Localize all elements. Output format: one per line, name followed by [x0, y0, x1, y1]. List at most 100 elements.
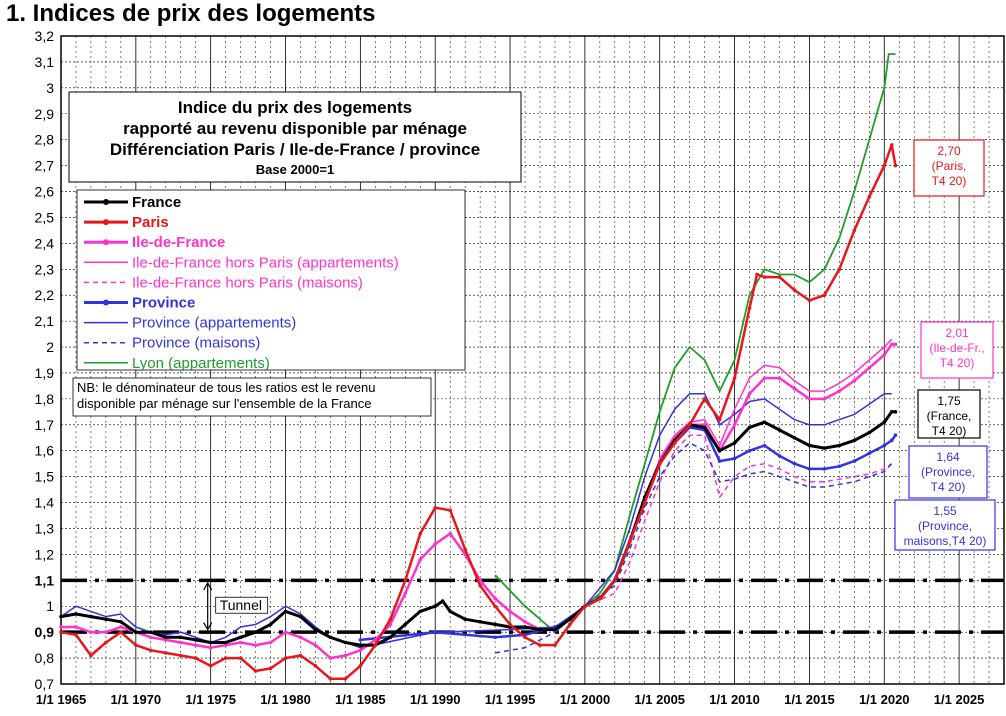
- data-point: [149, 635, 153, 640]
- data-point: [508, 609, 512, 614]
- data-point: [598, 596, 602, 601]
- data-point: [104, 630, 108, 634]
- info-box-base: Base 2000=1: [256, 162, 334, 177]
- data-point: [433, 630, 438, 634]
- y-tick-label: 2,8: [35, 132, 55, 148]
- data-point: [193, 638, 198, 642]
- data-point: [433, 604, 438, 609]
- y-tick-label: 2,5: [35, 209, 55, 225]
- data-point: [59, 630, 63, 634]
- data-point: [837, 267, 842, 272]
- callouts: 2,70(Paris,T4 20)2,01(Ile-de-Fr.,T4 20)1…: [894, 139, 996, 551]
- data-point: [687, 423, 692, 427]
- data-point: [493, 635, 497, 640]
- series-line: [659, 338, 893, 459]
- callout-line: T4 20): [931, 480, 966, 494]
- legend-marker: [103, 299, 109, 306]
- data-point: [852, 459, 857, 463]
- data-point: [163, 635, 168, 640]
- data-point: [463, 547, 467, 552]
- series-line: [494, 442, 893, 654]
- tunnel-arrow-head: [203, 581, 213, 591]
- data-point: [568, 617, 572, 621]
- data-point: [732, 456, 737, 461]
- tunnel-arrow-head: [203, 622, 213, 631]
- info-box: Indice du prix des logements rapporté au …: [68, 91, 522, 183]
- data-point: [134, 630, 138, 634]
- data-point: [238, 656, 243, 660]
- data-point: [149, 630, 153, 634]
- note-box: NB: le dénominateur de tous les ratios e…: [72, 377, 432, 417]
- y-tick-label: 1,6: [35, 443, 55, 459]
- data-point: [328, 635, 333, 640]
- legend-marker: [103, 199, 109, 205]
- data-point: [178, 635, 183, 640]
- data-point: [298, 635, 303, 640]
- data-point: [119, 625, 123, 629]
- data-point: [403, 591, 408, 596]
- data-point: [702, 425, 707, 430]
- x-tick-label: 1/1 2020: [859, 692, 910, 707]
- legend-entry: France: [132, 194, 181, 211]
- data-point: [568, 622, 572, 627]
- data-point: [732, 441, 737, 445]
- data-point: [328, 677, 333, 681]
- data-point: [893, 342, 898, 347]
- data-point: [493, 596, 497, 601]
- callout-line: (Paris,: [932, 159, 967, 173]
- callout-line: T4 20): [932, 424, 967, 438]
- data-point: [358, 643, 363, 647]
- data-point: [852, 378, 857, 383]
- data-point: [882, 420, 887, 425]
- data-point: [792, 461, 797, 466]
- data-point: [478, 583, 482, 588]
- data-point: [523, 619, 527, 624]
- legend-entry: Lyon (appartements): [132, 355, 270, 372]
- data-point: [388, 622, 393, 627]
- y-tick-label: 0,7: [35, 676, 55, 692]
- data-point: [253, 669, 258, 673]
- series-line: [60, 392, 892, 649]
- data-point: [448, 609, 452, 614]
- data-point: [613, 578, 617, 583]
- x-tick-label: 1/1 1985: [335, 692, 386, 707]
- y-tick-label: 2,3: [35, 261, 55, 277]
- data-point: [119, 619, 123, 624]
- x-tick-label: 1/1 1995: [485, 692, 536, 707]
- callout-line: 1,55: [933, 504, 957, 518]
- data-point: [702, 397, 707, 401]
- data-point: [313, 664, 318, 668]
- page-title: 1. Indices de prix des logements: [6, 0, 376, 27]
- callout-box: [920, 321, 994, 379]
- series-group: [59, 53, 898, 681]
- data-point: [343, 653, 348, 658]
- data-point: [208, 645, 213, 650]
- info-box-title: rapporté au revenu disponible par ménage: [123, 119, 467, 138]
- data-point: [418, 531, 423, 536]
- legend-entry: Ile-de-France: [132, 234, 225, 251]
- data-point: [59, 625, 63, 629]
- data-point: [253, 630, 258, 634]
- x-tick-label: 1/1 2025: [934, 692, 985, 707]
- y-axis-ticks: 0,7 0,8 0,9 1 1,1 1,2 1,3 1,4 1,5 1,6 1,7 1,8 1,9 2 2,…: [35, 28, 55, 692]
- data-point: [762, 420, 767, 425]
- data-point: [163, 651, 168, 655]
- data-point: [747, 448, 752, 453]
- data-point: [807, 443, 812, 448]
- data-point: [440, 599, 445, 603]
- data-point: [882, 163, 887, 168]
- data-point: [253, 643, 258, 647]
- info-box-title: Différenciation Paris / Ile-de-France / …: [110, 140, 480, 159]
- data-point: [867, 451, 872, 456]
- data-point: [388, 635, 393, 640]
- callout-line: 1,75: [937, 394, 961, 408]
- data-point: [702, 423, 707, 427]
- y-tick-label: 1: [46, 598, 54, 614]
- data-point: [762, 443, 767, 448]
- data-point: [104, 617, 108, 621]
- y-tick-label: 2,7: [35, 158, 55, 174]
- y-tick-label: 3,2: [35, 28, 55, 44]
- data-point: [74, 625, 78, 629]
- data-point: [762, 275, 767, 279]
- data-point: [672, 441, 677, 445]
